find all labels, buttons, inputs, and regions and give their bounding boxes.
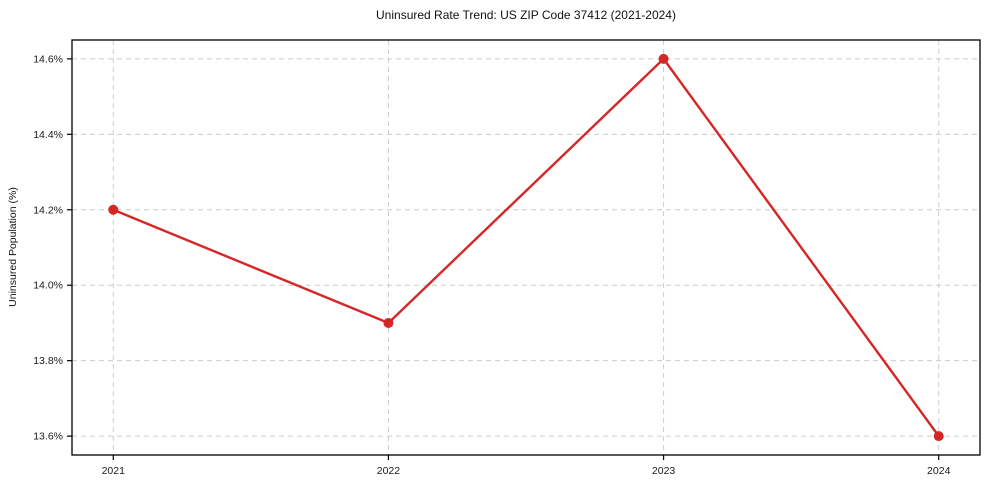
trend-line bbox=[112, 57, 940, 438]
y-tick-label: 13.6% bbox=[33, 431, 63, 443]
x-tick-label: 2024 bbox=[927, 465, 951, 477]
data-point bbox=[108, 204, 119, 215]
y-tick-label: 13.8% bbox=[33, 355, 63, 367]
plot-border bbox=[71, 39, 981, 456]
y-tick-label: 14.0% bbox=[33, 280, 63, 292]
y-tick-label: 14.6% bbox=[33, 53, 63, 65]
data-point bbox=[658, 53, 669, 64]
data-point bbox=[933, 431, 944, 442]
data-point bbox=[383, 317, 394, 328]
y-tick-label: 14.4% bbox=[33, 129, 63, 141]
x-tick-label: 2021 bbox=[102, 465, 126, 477]
chart-title: Uninsured Rate Trend: US ZIP Code 37412 … bbox=[376, 8, 676, 22]
y-tick-label: 14.2% bbox=[33, 204, 63, 216]
x-tick-label: 2022 bbox=[377, 465, 401, 477]
x-tick-label: 2023 bbox=[652, 465, 676, 477]
